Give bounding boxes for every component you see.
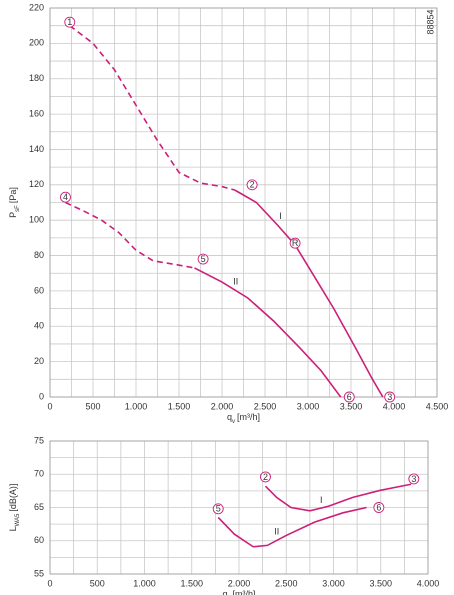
label-main: q <box>227 412 232 422</box>
point-marker <box>289 237 301 249</box>
x-tick-label: 4.000 <box>417 578 440 588</box>
point-marker-label: 5 <box>201 254 206 264</box>
x-tick-label: 1.500 <box>180 578 203 588</box>
x-tick-label: 1.500 <box>168 401 191 411</box>
y-label: PsF [Pa] <box>8 187 20 218</box>
x-tick-label: 2.000 <box>228 578 251 588</box>
point-marker <box>197 253 209 265</box>
curve <box>264 483 412 512</box>
y-tick-label: 200 <box>29 38 44 48</box>
y-tick-label: 20 <box>34 356 44 366</box>
y-tick-label: 70 <box>34 469 44 479</box>
label-main: q <box>222 589 227 595</box>
y-tick-label: 100 <box>29 215 44 225</box>
y-tick-label: 60 <box>34 285 44 295</box>
x-tick-label: 3.500 <box>369 578 392 588</box>
x-tick-label: 0 <box>47 401 52 411</box>
y-tick-label: 120 <box>29 179 44 189</box>
y-tick-label: 0 <box>39 391 44 401</box>
x-tick-label: 2.500 <box>275 578 298 588</box>
y-tick-label: 40 <box>34 321 44 331</box>
x-tick-label: 500 <box>85 401 100 411</box>
label-sub: v <box>232 419 235 425</box>
dashed-curve <box>65 201 195 269</box>
label-unit: [m³/h] <box>237 412 260 422</box>
x-tick-label: 1.000 <box>125 401 148 411</box>
x-tick-label: 500 <box>90 578 105 588</box>
point-marker <box>408 473 420 485</box>
x-tick-label: 3.000 <box>297 401 320 411</box>
point-marker-label: 2 <box>250 180 255 190</box>
curve-label: II <box>233 276 238 286</box>
plot-frame <box>49 7 438 398</box>
point-marker <box>246 179 258 191</box>
curve-label: I <box>279 211 282 221</box>
point-marker-label: 3 <box>411 474 416 484</box>
curve <box>194 267 342 398</box>
x-tick-label: 3.000 <box>322 578 345 588</box>
y-tick-label: 180 <box>29 73 44 83</box>
curve-label: I <box>320 495 323 505</box>
y-tick-label: 75 <box>34 435 44 445</box>
point-marker <box>60 191 71 203</box>
y-tick-label: 140 <box>29 144 44 154</box>
label-sub: sF <box>15 205 21 212</box>
label-main: P <box>8 212 18 218</box>
point-marker-label: R <box>292 238 299 248</box>
point-marker <box>343 391 355 403</box>
y-tick-label: 220 <box>29 2 44 12</box>
drawing-code: 88854 <box>425 9 435 34</box>
point-marker-label: 4 <box>63 192 68 202</box>
y-tick-label: 55 <box>34 568 44 578</box>
label-unit: [m³/h] <box>233 589 256 595</box>
x-tick-label: 1.000 <box>133 578 156 588</box>
label-unit: [dB(A)] <box>8 484 18 512</box>
curve-label: II <box>274 526 279 536</box>
point-marker <box>373 502 385 513</box>
point-marker-label: 6 <box>376 502 381 512</box>
y-tick-label: 60 <box>34 535 44 545</box>
label-main: L <box>8 526 18 531</box>
point-marker-label: 1 <box>67 17 72 27</box>
point-marker <box>260 471 271 483</box>
point-marker <box>212 503 224 515</box>
point-marker <box>64 16 76 28</box>
x-tick-label: 2.000 <box>211 401 234 411</box>
point-marker-label: 6 <box>347 392 352 402</box>
label-sub: WA5 <box>15 513 21 526</box>
plot-frame <box>49 440 429 575</box>
x-tick-label: 4.000 <box>383 401 406 411</box>
point-marker-label: 3 <box>387 392 392 402</box>
y-tick-label: 80 <box>34 250 44 260</box>
curve <box>217 506 367 548</box>
x-tick-label: 0 <box>47 578 52 588</box>
y-tick-label: 65 <box>34 502 44 512</box>
y-tick-label: 160 <box>29 108 44 118</box>
label-unit: [Pa] <box>8 187 18 203</box>
y-label: LWA5[dB(A)] <box>8 484 20 532</box>
dashed-curve <box>69 25 236 191</box>
point-marker-label: 5 <box>216 504 221 514</box>
x-tick-label: 3.500 <box>340 401 363 411</box>
point-marker <box>384 391 396 403</box>
x-tick-label: 2.500 <box>254 401 277 411</box>
x-tick-label: 4.500 <box>426 401 449 411</box>
x-label: qv[m³/h] <box>227 412 260 424</box>
x-label: qv[m³/h] <box>222 589 255 595</box>
point-marker-label: 2 <box>263 472 268 482</box>
curve <box>234 189 384 398</box>
